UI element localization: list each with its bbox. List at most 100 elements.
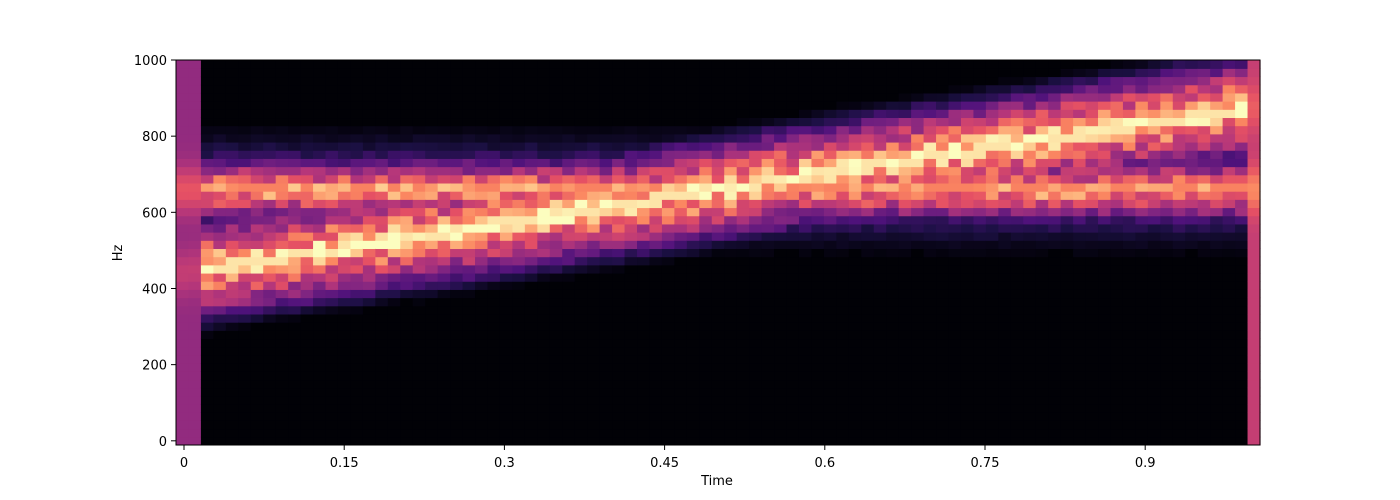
heatmap-cell — [612, 379, 626, 389]
heatmap-cell — [749, 199, 763, 209]
heatmap-cell — [798, 371, 813, 381]
heatmap-cell — [1110, 322, 1124, 331]
heatmap-cell — [1222, 150, 1236, 159]
heatmap-cell — [736, 92, 750, 102]
heatmap-cell — [1135, 403, 1149, 413]
heatmap-cell — [1023, 248, 1037, 258]
heatmap-cell — [288, 84, 302, 94]
heatmap-cell — [1185, 182, 1199, 192]
heatmap-cell — [250, 379, 264, 389]
heatmap-cell — [1172, 84, 1186, 94]
heatmap-cell — [412, 322, 426, 331]
heatmap-cell — [475, 68, 489, 78]
heatmap-cell — [1222, 305, 1236, 315]
x-tick-label: 0.45 — [650, 456, 679, 471]
heatmap-cell — [1185, 428, 1199, 438]
heatmap-cell — [711, 92, 725, 102]
heatmap-cell — [188, 412, 202, 421]
heatmap-cell — [450, 256, 464, 266]
heatmap-cell — [1185, 125, 1199, 135]
heatmap-cell — [998, 330, 1012, 340]
heatmap-cell — [387, 395, 401, 405]
heatmap-cell — [1247, 371, 1261, 381]
heatmap-cell — [1185, 346, 1199, 356]
heatmap-cell — [562, 330, 576, 340]
heatmap-cell — [313, 84, 327, 94]
heatmap-cell — [1185, 322, 1199, 331]
heatmap-cell — [537, 420, 551, 430]
heatmap-cell — [1147, 166, 1161, 176]
heatmap-cell — [1172, 313, 1186, 323]
heatmap-cell — [487, 199, 501, 209]
heatmap-cell — [1185, 76, 1199, 86]
heatmap-cell — [362, 338, 376, 348]
heatmap-cell — [1210, 207, 1224, 217]
heatmap-cell — [736, 76, 750, 86]
heatmap-cell — [225, 215, 239, 225]
heatmap-cell — [263, 215, 277, 225]
heatmap-cell — [948, 256, 962, 266]
heatmap-cell — [1147, 363, 1161, 372]
heatmap-cell — [462, 428, 476, 438]
heatmap-cell — [612, 272, 626, 282]
heatmap-cell — [736, 379, 750, 389]
heatmap-cell — [1147, 403, 1161, 413]
heatmap-cell — [774, 174, 788, 184]
heatmap-cell — [1197, 354, 1211, 364]
heatmap-cell — [313, 363, 327, 372]
heatmap-cell — [1160, 109, 1174, 119]
heatmap-cell — [886, 363, 900, 372]
heatmap-cell — [1247, 256, 1261, 266]
heatmap-cell — [176, 174, 190, 184]
heatmap-cell — [1185, 281, 1199, 290]
heatmap-cell — [549, 60, 563, 69]
heatmap-cell — [1247, 84, 1261, 94]
heatmap-cell — [499, 387, 514, 397]
heatmap-cell — [898, 346, 912, 356]
heatmap-cell — [886, 264, 900, 274]
heatmap-cell — [1122, 387, 1136, 397]
heatmap-cell — [674, 363, 688, 372]
heatmap-cell — [462, 215, 476, 225]
heatmap-cell — [861, 125, 875, 135]
heatmap-cell — [786, 256, 800, 266]
heatmap-cell — [176, 395, 190, 405]
heatmap-cell — [973, 305, 987, 315]
heatmap-cell — [1023, 371, 1037, 381]
heatmap-cell — [811, 76, 825, 86]
heatmap-cell — [985, 158, 999, 168]
heatmap-cell — [612, 92, 626, 102]
heatmap-cell — [200, 232, 214, 241]
heatmap-cell — [313, 92, 327, 102]
heatmap-cell — [761, 158, 775, 168]
heatmap-cell — [998, 379, 1012, 389]
heatmap-cell — [649, 436, 663, 446]
heatmap-cell — [425, 60, 439, 69]
heatmap-cell — [412, 166, 426, 176]
heatmap-cell — [375, 281, 389, 290]
heatmap-cell — [450, 141, 464, 151]
heatmap-cell — [699, 84, 713, 94]
heatmap-cell — [873, 395, 887, 405]
heatmap-cell — [973, 60, 987, 69]
heatmap-cell — [499, 60, 514, 69]
heatmap-cell — [674, 354, 688, 364]
heatmap-cell — [1147, 68, 1161, 78]
heatmap-cell — [936, 166, 950, 176]
heatmap-cell — [686, 207, 700, 217]
heatmap-cell — [587, 379, 601, 389]
heatmap-cell — [1098, 297, 1112, 307]
heatmap-cell — [861, 403, 875, 413]
heatmap-cell — [1147, 428, 1161, 438]
heatmap-cell — [1110, 379, 1124, 389]
heatmap-cell — [512, 182, 526, 192]
heatmap-cell — [1172, 395, 1186, 405]
heatmap-cell — [200, 158, 214, 168]
heatmap-cell — [661, 141, 675, 151]
heatmap-cell — [288, 272, 302, 282]
heatmap-cell — [911, 207, 925, 217]
heatmap-cell — [524, 84, 538, 94]
heatmap-cell — [1135, 248, 1149, 258]
heatmap-cell — [475, 248, 489, 258]
heatmap-cell — [487, 363, 501, 372]
